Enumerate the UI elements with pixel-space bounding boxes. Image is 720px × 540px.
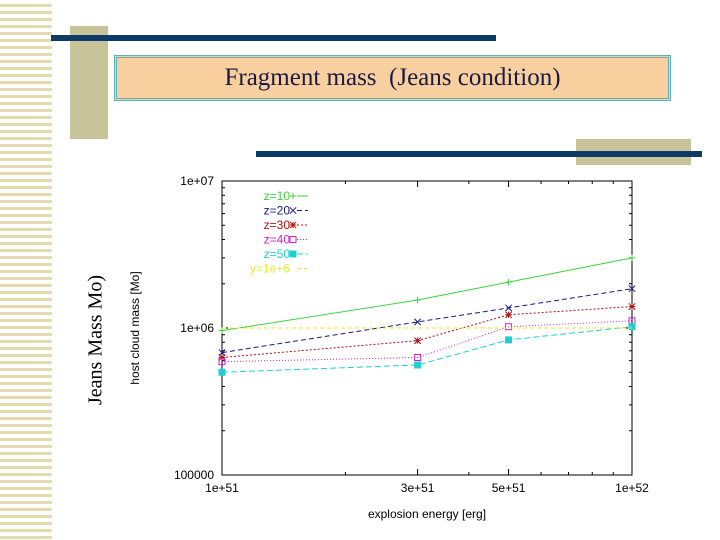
- marker-square-filled: [289, 250, 297, 258]
- marker-plus: [289, 192, 297, 200]
- y-tick-label: 1e+06: [180, 321, 214, 335]
- x-tick-label: 1e+51: [205, 481, 239, 495]
- series-layer: [218, 254, 636, 376]
- decor-bar-top: [51, 35, 496, 41]
- legend-label: z=10: [264, 189, 291, 203]
- decor-block-left: [70, 26, 108, 139]
- slide-title-box: Fragment mass (Jeans condition): [114, 55, 671, 101]
- legend-label: z=50: [264, 247, 291, 261]
- marker-square-open: [414, 353, 422, 361]
- marker-square-open: [218, 358, 226, 366]
- marker-x: [505, 304, 513, 312]
- marker-plus: [414, 296, 421, 304]
- slide-title: Fragment mass (Jeans condition): [224, 64, 561, 91]
- decor-bar-middle: [256, 151, 702, 157]
- series-line: [221, 320, 633, 363]
- marker-square-open: [289, 236, 297, 243]
- legend-label: z=40: [264, 233, 291, 247]
- series-z-40: [218, 317, 636, 366]
- y-tick-label: 100000: [174, 468, 214, 482]
- series-line: [221, 288, 633, 354]
- x-tick-label: 1e+52: [615, 481, 649, 495]
- series-z-20: [218, 285, 636, 357]
- legend-entry: z=40: [264, 233, 308, 247]
- marker-x: [628, 285, 636, 293]
- series-line: [221, 326, 633, 373]
- marker-square-filled: [628, 323, 636, 331]
- marker-star: [218, 353, 226, 362]
- marker-x: [289, 206, 297, 215]
- legend: z=10z=20z=30z=40z=50y=1e+6: [250, 189, 308, 276]
- series-z-30: [218, 302, 636, 362]
- legend-entry: z=50: [264, 247, 308, 261]
- decorative-stripes: [0, 0, 52, 540]
- legend-label: y=1e+6: [250, 262, 290, 276]
- legend-entry: z=30: [264, 218, 308, 232]
- marker-star: [289, 221, 297, 229]
- marker-square-filled: [414, 361, 422, 369]
- marker-star: [505, 311, 513, 319]
- marker-square-filled: [505, 336, 513, 344]
- marker-star: [628, 302, 636, 311]
- series-z-50: [218, 323, 636, 376]
- marker-square-filled: [218, 368, 226, 376]
- jeans-mass-chart: 1e+51 3e+51 5e+51 1e+52 100000 1e+06 1e+07 z=1…: [128, 174, 649, 521]
- slide-side-label: Jeans Mass Mo): [84, 275, 107, 405]
- marker-star: [414, 337, 422, 345]
- y-tick-label: 1e+07: [180, 174, 214, 188]
- x-tick-label: 5e+51: [492, 481, 526, 495]
- series-line: [221, 306, 633, 358]
- marker-plus: [628, 254, 636, 262]
- x-axis-label: explosion energy [erg]: [368, 507, 486, 521]
- legend-label: z=30: [264, 218, 291, 232]
- marker-x: [414, 318, 422, 326]
- x-tick-label: 3e+51: [401, 481, 435, 495]
- marker-square-open: [505, 323, 513, 331]
- series-line: [221, 257, 633, 332]
- marker-plus: [505, 278, 512, 286]
- legend-label: z=20: [264, 204, 291, 218]
- series-z-10: [218, 254, 636, 334]
- legend-entry: y=1e+6: [250, 262, 308, 276]
- y-axis-label: host cloud mass [Mo]: [128, 271, 142, 384]
- axis-ticks: 1e+51 3e+51 5e+51 1e+52 100000 1e+06 1e+07: [174, 174, 649, 495]
- legend-entry: z=10: [264, 189, 308, 203]
- legend-entry: z=20: [264, 204, 308, 218]
